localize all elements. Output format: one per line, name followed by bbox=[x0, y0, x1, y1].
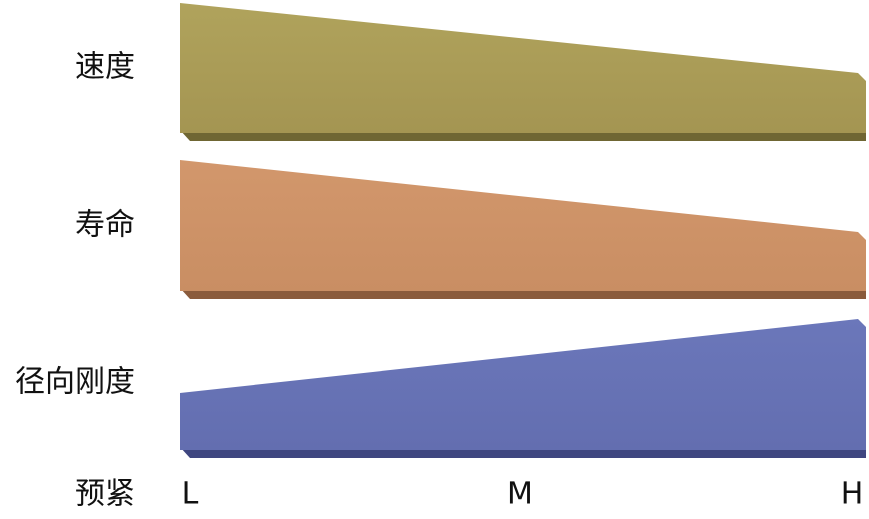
row-label: 径向刚度 bbox=[15, 365, 135, 400]
wedge-speed bbox=[180, 3, 866, 133]
wedge-stiffness bbox=[180, 319, 866, 450]
level-label: H bbox=[841, 477, 864, 512]
level-label: M bbox=[507, 477, 533, 512]
level-label: L bbox=[182, 477, 199, 512]
axis-label: 预紧 bbox=[75, 477, 135, 512]
wedge-life bbox=[180, 160, 866, 291]
row-label: 寿命 bbox=[75, 208, 135, 243]
row-label: 速度 bbox=[75, 50, 135, 85]
